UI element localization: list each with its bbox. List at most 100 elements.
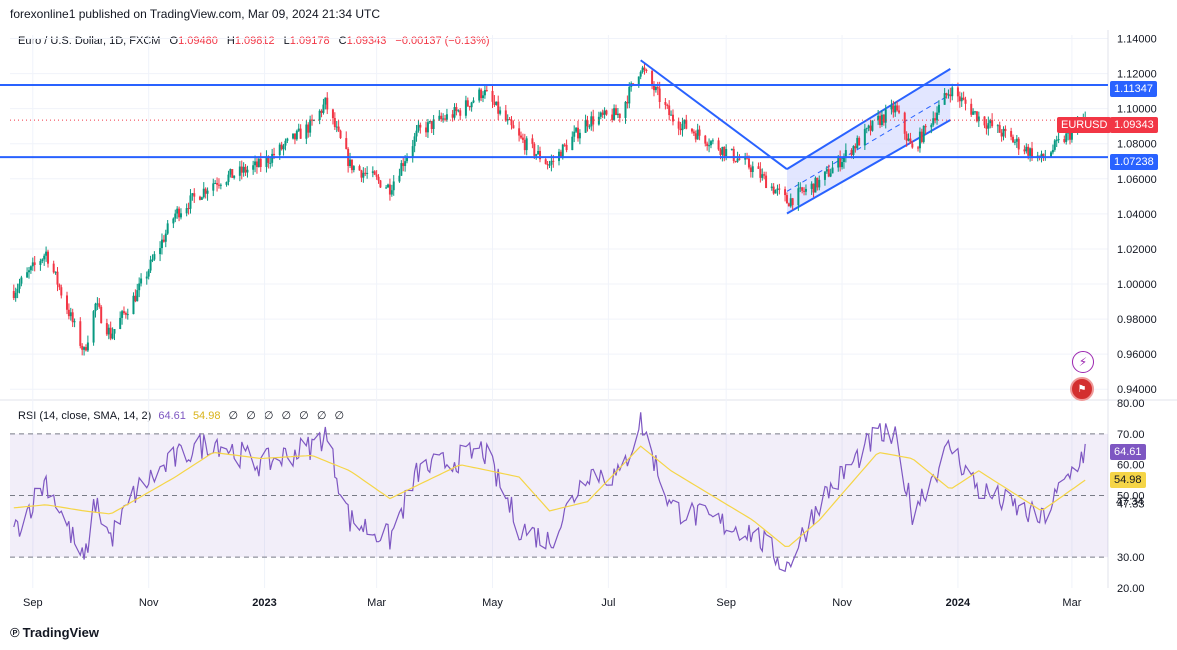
candle-body [571, 136, 574, 151]
open-value: 1.09480 [178, 35, 218, 47]
candle-body [922, 125, 925, 142]
candle-body [71, 312, 74, 323]
candle-body [842, 156, 845, 162]
candle-body [134, 295, 137, 302]
candle-body [618, 113, 621, 118]
candle-body [149, 259, 152, 271]
candle-body [863, 128, 866, 146]
candle-body [934, 118, 937, 121]
candle-body [140, 278, 143, 284]
candle-body [744, 157, 747, 160]
candle-body [31, 262, 34, 267]
candle-body [738, 158, 741, 160]
candle-body [972, 111, 975, 115]
candle-body [483, 90, 486, 96]
candle-body [265, 156, 268, 167]
publisher-line: forexonline1 published on TradingView.co… [10, 7, 381, 21]
candle-body [803, 190, 806, 192]
candle-body [1029, 148, 1032, 156]
candle-body [159, 248, 162, 255]
candle-body [624, 101, 627, 118]
candle-body [763, 174, 766, 176]
candle-body [573, 131, 576, 137]
candle-body [81, 345, 84, 350]
candle-body [709, 141, 712, 146]
lightning-icon[interactable]: ⚡ [1072, 351, 1094, 373]
candle-body [787, 203, 790, 207]
candle-body [865, 128, 868, 130]
candle-body [390, 190, 393, 195]
candle-body [43, 255, 46, 260]
y-tick-label: 1.06000 [1117, 174, 1157, 186]
candle-body [1013, 141, 1016, 143]
candle-body [951, 87, 954, 97]
candle-body [924, 125, 927, 128]
candle-body [1065, 133, 1068, 142]
candle-body [628, 86, 631, 104]
candle-body [193, 193, 196, 197]
candle-body [671, 114, 674, 122]
candle-body [86, 342, 89, 351]
candle-body [882, 114, 885, 123]
rsi-tick-label: 50.00 [1117, 491, 1145, 503]
candle-body [417, 124, 420, 131]
candle-body [164, 233, 167, 242]
candle-body [850, 150, 853, 155]
candle-body [413, 136, 416, 147]
candle-body [373, 171, 376, 175]
candle-body [867, 125, 870, 129]
channel-fill [786, 68, 951, 214]
candle-body [816, 177, 819, 188]
candle-body [1040, 153, 1043, 158]
candle-body [1002, 128, 1005, 137]
candle-body [592, 116, 595, 125]
candle-body [510, 119, 513, 126]
candle-body [785, 195, 788, 204]
candle-body [269, 162, 272, 164]
candle-body [375, 174, 378, 177]
candle-body [212, 183, 215, 191]
candle-body [611, 114, 614, 120]
candle-body [706, 143, 709, 147]
candle-body [20, 277, 23, 284]
candle-body [432, 119, 435, 130]
candle-body [1015, 138, 1018, 142]
candle-body [975, 111, 978, 122]
candle-body [480, 89, 483, 99]
tradingview-footer[interactable]: ℗ TradingView [10, 625, 99, 640]
candle-body [45, 251, 48, 256]
candle-body [1055, 140, 1058, 142]
sma-legend-value: 54.98 [192, 410, 221, 422]
candle-body [271, 153, 274, 163]
candle-body [176, 208, 179, 214]
candle-body [896, 105, 899, 111]
candle-body [804, 188, 807, 192]
close-label: C [338, 35, 347, 47]
candle-body [96, 303, 99, 305]
candle-body [918, 131, 921, 149]
symbol-title[interactable]: Euro / U.S. Dollar, 1D, FXCM [18, 35, 161, 47]
candle-body [322, 104, 325, 113]
x-tick-label: Mar [1062, 597, 1081, 609]
candle-body [318, 110, 321, 121]
candle-body [478, 89, 481, 101]
candle-body [949, 94, 952, 97]
x-tick-label: Nov [139, 597, 159, 609]
candle-body [884, 109, 887, 123]
candle-body [67, 309, 70, 317]
candle-body [428, 121, 431, 123]
y-tick-label: 1.12000 [1117, 69, 1157, 81]
candle-body [525, 138, 528, 151]
candle-body [385, 187, 388, 189]
us-flag-icon[interactable]: ⚑ [1070, 377, 1094, 401]
y-tick-label: 1.10000 [1117, 104, 1157, 116]
candle-body [601, 112, 604, 115]
candle-body [776, 188, 779, 191]
candle-body [242, 166, 245, 173]
candle-body [920, 131, 923, 142]
candle-body [759, 168, 762, 178]
rsi-title[interactable]: RSI (14, close, SMA, 14, 2) [18, 410, 152, 422]
candle-body [98, 303, 101, 307]
candle-body [58, 284, 61, 288]
